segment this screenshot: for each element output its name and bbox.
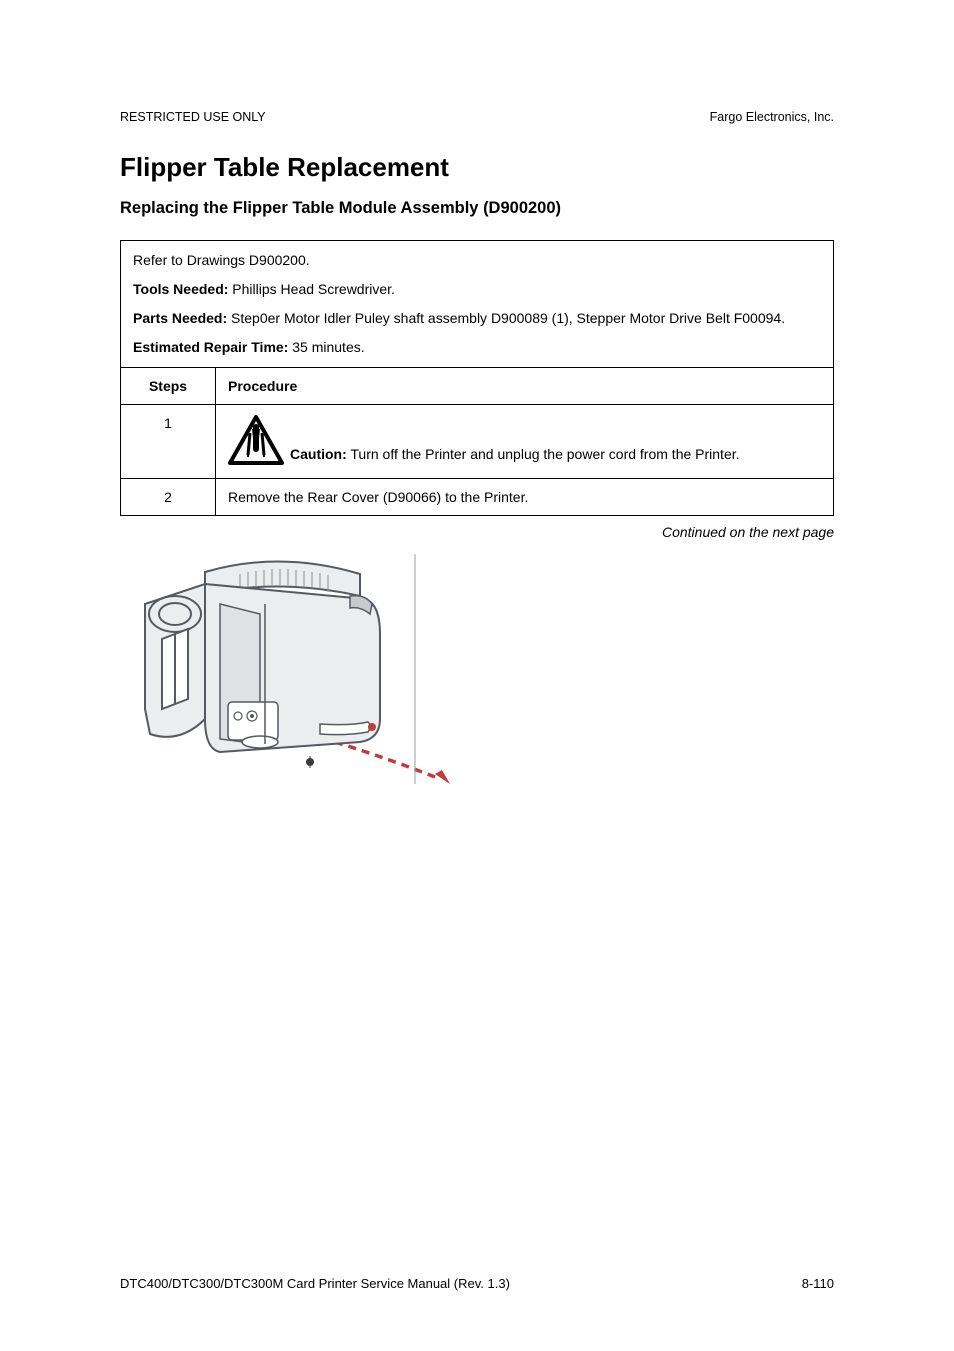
table-row: 2 Remove the Rear Cover (D90066) to the … (121, 478, 834, 515)
intro-cell: Refer to Drawings D900200. Tools Needed:… (121, 241, 834, 368)
step-number: 1 (121, 404, 216, 478)
step-number: 2 (121, 478, 216, 515)
procedure-table: Refer to Drawings D900200. Tools Needed:… (120, 240, 834, 516)
intro-refer: Refer to Drawings D900200. (133, 251, 821, 270)
caution-label: Caution: (290, 446, 347, 462)
continued-label: Continued on the next page (120, 524, 834, 540)
section-subtitle: Replacing the Flipper Table Module Assem… (120, 199, 834, 218)
footer-right: 8-110 (802, 1276, 834, 1291)
printer-illustration (110, 544, 834, 799)
intro-time: Estimated Repair Time: 35 minutes. (133, 338, 821, 357)
caution-body: Turn off the Printer and unplug the powe… (347, 446, 740, 462)
col-header-steps: Steps (121, 367, 216, 404)
parts-text: Step0er Motor Idler Puley shaft assembly… (227, 310, 785, 326)
time-text: 35 minutes. (288, 339, 364, 355)
caution-text-wrap: Caution: Turn off the Printer and unplug… (290, 445, 740, 468)
table-row: 1 Cautio (121, 404, 834, 478)
header-right: Fargo Electronics, Inc. (710, 110, 834, 124)
tools-label: Tools Needed: (133, 281, 228, 297)
step-content: Caution: Turn off the Printer and unplug… (216, 404, 834, 478)
intro-parts: Parts Needed: Step0er Motor Idler Puley … (133, 309, 821, 328)
parts-label: Parts Needed: (133, 310, 227, 326)
page-header: RESTRICTED USE ONLY Fargo Electronics, I… (120, 110, 834, 124)
col-header-procedure: Procedure (216, 367, 834, 404)
page-title: Flipper Table Replacement (120, 152, 834, 183)
page-footer: DTC400/DTC300/DTC300M Card Printer Servi… (120, 1276, 834, 1291)
tools-text: Phillips Head Screwdriver. (228, 281, 395, 297)
footer-left: DTC400/DTC300/DTC300M Card Printer Servi… (120, 1276, 510, 1291)
step-content: Remove the Rear Cover (D90066) to the Pr… (216, 478, 834, 515)
header-left: RESTRICTED USE ONLY (120, 110, 266, 124)
intro-tools: Tools Needed: Phillips Head Screwdriver. (133, 280, 821, 299)
caution-triangle-icon (228, 415, 284, 468)
time-label: Estimated Repair Time: (133, 339, 288, 355)
